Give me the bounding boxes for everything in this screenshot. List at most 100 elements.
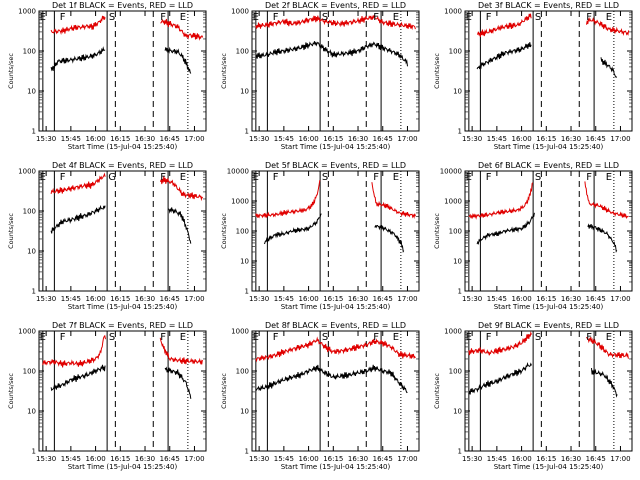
- events-series-line: [263, 213, 405, 253]
- x-tick-label: 15:45: [274, 455, 294, 463]
- y-tick-label: 100: [449, 228, 462, 236]
- y-tick-label: 1000: [18, 8, 36, 16]
- x-tick-label: 15:30: [462, 135, 482, 143]
- x-tick-label: 16:15: [110, 295, 130, 303]
- plot-frame: [464, 170, 633, 292]
- events-series-line: [255, 364, 408, 394]
- x-tick-label: 16:30: [135, 455, 155, 463]
- y-tick-label: 100: [236, 48, 249, 56]
- plot-area: [42, 331, 203, 451]
- detector-panel: Det 3f BLACK = Events, RED = LLD 1 10 100 10…: [433, 1, 633, 151]
- panel-title: Det 2f BLACK = Events, RED = LLD: [265, 1, 406, 10]
- region-label: E: [253, 332, 259, 343]
- plot-frame: [251, 10, 420, 132]
- lld-series-line: [255, 336, 416, 363]
- x-tick-label: 16:45: [160, 455, 180, 463]
- region-label: E: [606, 12, 612, 23]
- panel-title: Det 1f BLACK = Events, RED = LLD: [52, 1, 193, 10]
- x-tick-label: 17:00: [184, 135, 204, 143]
- x-tick-label: 15:45: [61, 295, 81, 303]
- x-tick-label: 15:45: [274, 295, 294, 303]
- plot-area: [468, 11, 630, 131]
- panel-title: Det 7f BLACK = Events, RED = LLD: [52, 321, 193, 330]
- region-label: F: [373, 172, 379, 183]
- detector-panel: Det 6f BLACK = Events, RED = LLD 1 10 100 10…: [433, 161, 633, 311]
- x-tick-label: 16:15: [323, 295, 343, 303]
- panel-title: Det 3f BLACK = Events, RED = LLD: [478, 1, 619, 10]
- y-tick-label: 10: [453, 258, 462, 266]
- x-tick-label: 16:00: [511, 455, 531, 463]
- x-tick-label: 15:30: [36, 455, 56, 463]
- region-label: F: [486, 332, 492, 343]
- region-label: E: [606, 172, 612, 183]
- detector-panel: Det 7f BLACK = Events, RED = LLD 1 10 100 10…: [7, 321, 207, 471]
- lld-series-line: [477, 13, 630, 38]
- x-tick-label: 17:00: [184, 295, 204, 303]
- x-tick-label: 15:30: [249, 135, 269, 143]
- events-series-line: [468, 362, 618, 398]
- x-axis-label: Start Time (15-Jul-04 15:25:40): [281, 463, 391, 471]
- x-tick-label: 16:00: [85, 295, 105, 303]
- x-axis-label: Start Time (15-Jul-04 15:25:40): [281, 143, 391, 151]
- x-tick-label: 17:00: [397, 455, 417, 463]
- x-tick-label: 16:15: [323, 135, 343, 143]
- plot-area: [42, 11, 204, 131]
- lld-series-line: [468, 181, 629, 220]
- detector-panel: Det 4f BLACK = Events, RED = LLD 1 10 100 10…: [7, 161, 207, 311]
- region-label: S: [535, 332, 541, 343]
- x-tick-label: 16:00: [298, 295, 318, 303]
- plot-frame: [38, 10, 207, 132]
- detector-panel: Det 2f BLACK = Events, RED = LLD 1 10 100 10…: [220, 1, 420, 151]
- x-tick-label: 16:45: [373, 455, 393, 463]
- x-tick-label: 17:00: [610, 135, 630, 143]
- x-tick-label: 16:15: [110, 135, 130, 143]
- region-label: S: [535, 12, 541, 23]
- x-axis-label: Start Time (15-Jul-04 15:25:40): [494, 143, 604, 151]
- x-tick-label: 16:30: [135, 295, 155, 303]
- detector-panel: Det 1f BLACK = Events, RED = LLD 1 10 100 10…: [7, 1, 207, 151]
- region-label: S: [322, 172, 328, 183]
- region-label: E: [393, 332, 399, 343]
- x-tick-label: 16:00: [85, 455, 105, 463]
- y-axis-label: Counts/sec: [220, 373, 228, 409]
- region-label: F: [273, 12, 279, 23]
- plot-frame: [251, 170, 420, 292]
- y-axis-label: Counts/sec: [433, 213, 441, 249]
- region-label: E: [40, 12, 46, 23]
- x-tick-label: 16:00: [511, 135, 531, 143]
- x-tick-label: 16:15: [536, 295, 556, 303]
- y-axis-label: Counts/sec: [433, 373, 441, 409]
- region-label: F: [273, 332, 279, 343]
- x-axis-label: Start Time (15-Jul-04 15:25:40): [68, 143, 178, 151]
- x-axis-label: Start Time (15-Jul-04 15:25:40): [68, 303, 178, 311]
- lld-series-line: [468, 331, 629, 359]
- y-tick-label: 10: [27, 88, 36, 96]
- region-label: E: [180, 12, 186, 23]
- y-tick-label: 100: [23, 208, 36, 216]
- plot-frame: [464, 330, 633, 452]
- x-tick-label: 15:30: [36, 135, 56, 143]
- y-tick-label: 1: [32, 288, 36, 296]
- lld-series-line: [255, 14, 416, 31]
- y-tick-label: 1: [458, 128, 462, 136]
- region-label: E: [40, 172, 46, 183]
- x-tick-label: 17:00: [397, 295, 417, 303]
- region-label: E: [253, 172, 259, 183]
- x-tick-label: 16:00: [85, 135, 105, 143]
- region-label: F: [586, 332, 592, 343]
- plot-area: [468, 331, 629, 451]
- events-series-line: [50, 46, 192, 74]
- x-tick-label: 15:45: [487, 295, 507, 303]
- x-tick-label: 16:45: [586, 295, 606, 303]
- region-label: F: [273, 172, 279, 183]
- region-label: E: [606, 332, 612, 343]
- y-tick-label: 10: [453, 88, 462, 96]
- region-label: F: [373, 332, 379, 343]
- y-tick-label: 1: [32, 448, 36, 456]
- y-tick-label: 100: [236, 228, 249, 236]
- panel-title: Det 8f BLACK = Events, RED = LLD: [265, 321, 406, 330]
- y-tick-label: 1: [245, 448, 249, 456]
- x-tick-label: 16:45: [373, 295, 393, 303]
- x-tick-label: 16:30: [561, 455, 581, 463]
